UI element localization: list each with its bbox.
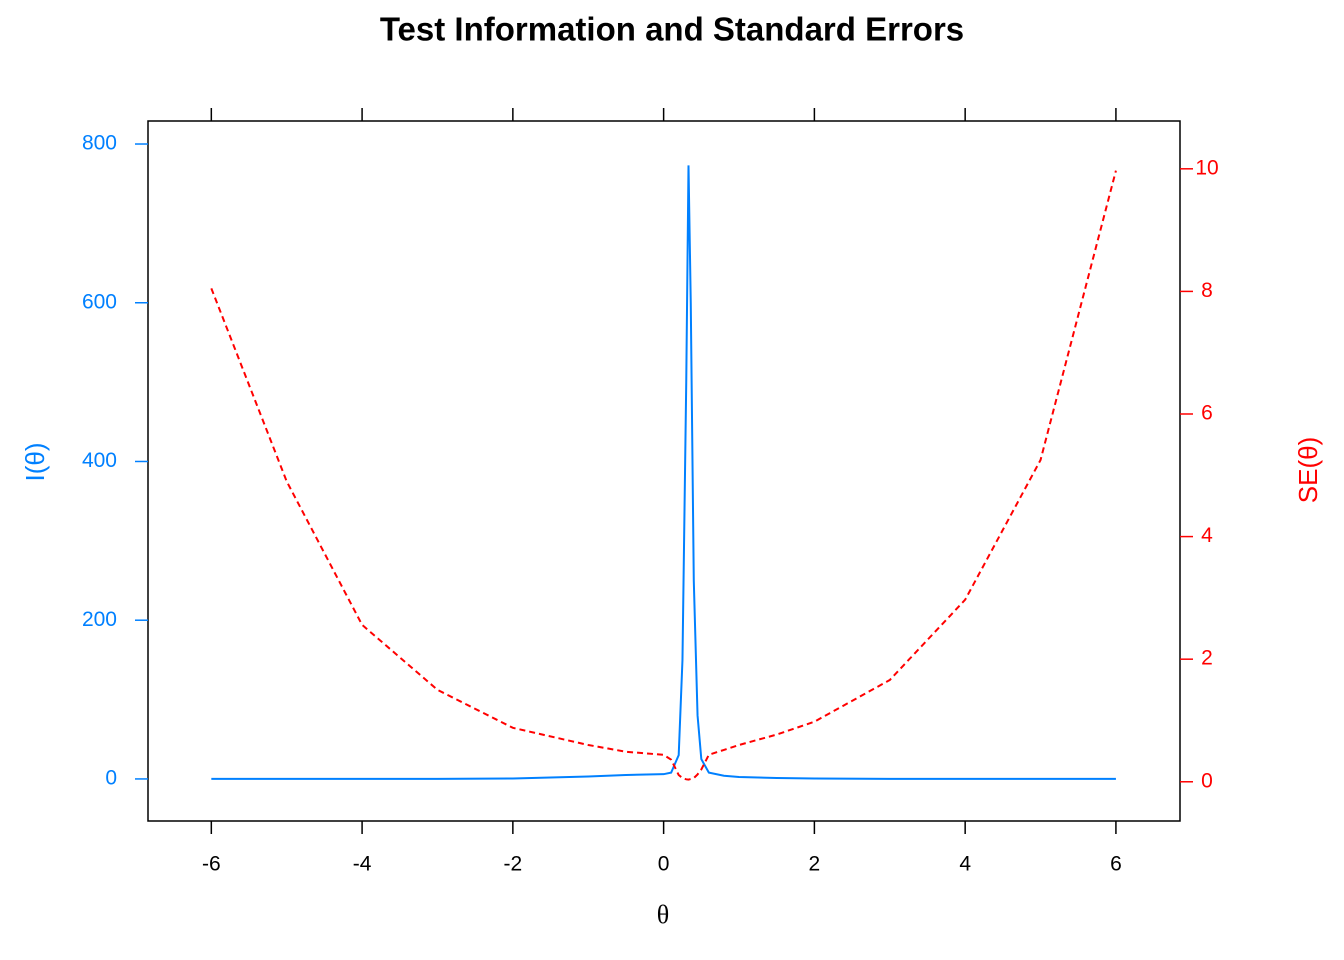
y2-tick-label: 8 <box>1201 279 1213 302</box>
y2-tick-label: 4 <box>1201 524 1213 547</box>
series-line <box>210 170 1117 781</box>
x-tick-label: 4 <box>959 853 971 876</box>
chart-title: Test Information and Standard Errors <box>380 11 964 48</box>
y-tick-label: 400 <box>82 449 117 472</box>
y2-tick-label: 6 <box>1201 402 1213 425</box>
y-tick-label: 600 <box>82 290 117 313</box>
x-tick-label: 2 <box>809 853 821 876</box>
x-tick-label: -4 <box>353 853 372 876</box>
x-axis-label: θ <box>657 900 669 929</box>
y2-axis-label: SE(θ) <box>1293 437 1323 503</box>
x-tick-label: -6 <box>202 853 221 876</box>
plot-frame <box>147 120 1181 822</box>
y2-tick-label: 10 <box>1195 156 1218 179</box>
x-tick-label: -2 <box>504 853 523 876</box>
y-tick-label: 800 <box>82 132 117 155</box>
series-line <box>211 165 1116 780</box>
y-tick-label: 200 <box>82 608 117 631</box>
x-tick-label: 6 <box>1110 853 1122 876</box>
y-tick-label: 0 <box>105 766 117 789</box>
y2-tick-label: 2 <box>1201 647 1213 670</box>
y2-tick-label: 0 <box>1201 769 1213 792</box>
x-tick-label: 0 <box>658 853 670 876</box>
y-axis-label: I(θ) <box>20 443 50 482</box>
